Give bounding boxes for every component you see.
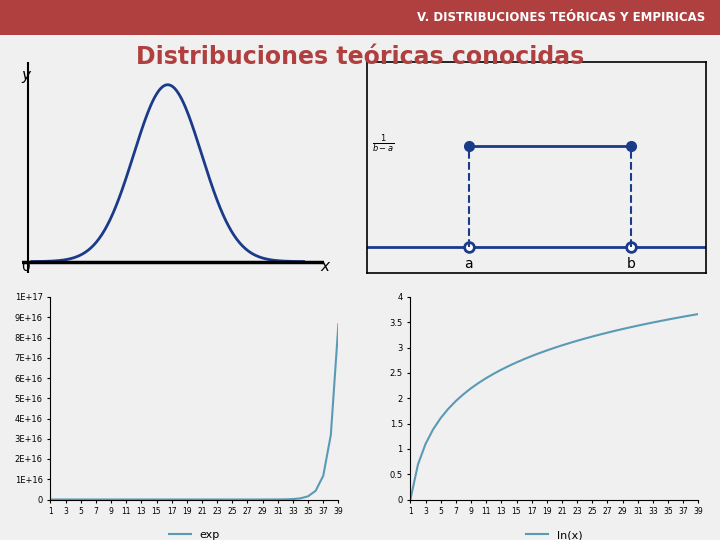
Text: y: y xyxy=(22,68,30,83)
Legend: exp: exp xyxy=(164,525,225,540)
Text: V. DISTRIBUCIONES TEÓRICAS Y EMPIRICAS: V. DISTRIBUCIONES TEÓRICAS Y EMPIRICAS xyxy=(418,11,706,24)
Text: Distribuciones teóricas conocidas: Distribuciones teóricas conocidas xyxy=(136,45,584,69)
Text: 0: 0 xyxy=(22,260,30,274)
Text: $\frac{1}{b-a}$: $\frac{1}{b-a}$ xyxy=(372,133,395,156)
Text: a: a xyxy=(464,256,473,271)
Text: b: b xyxy=(626,256,636,271)
Text: x: x xyxy=(320,259,330,274)
Legend: ln(x): ln(x) xyxy=(521,525,588,540)
